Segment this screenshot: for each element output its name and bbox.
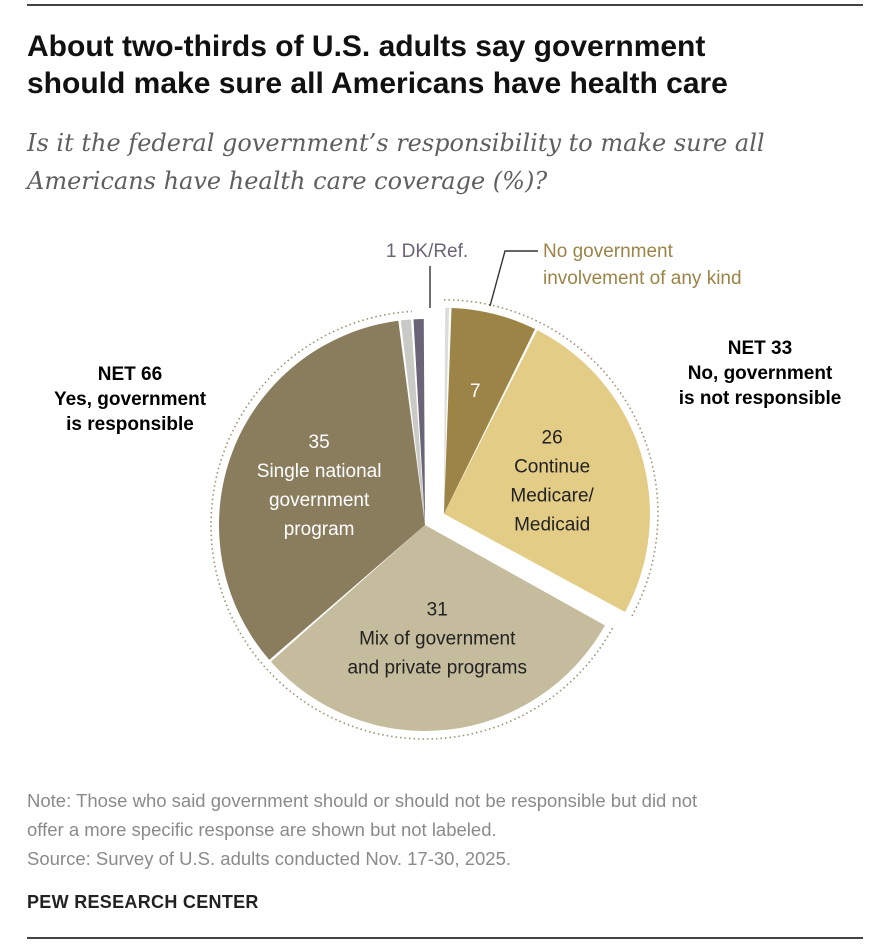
slice-label-mix: Mix of government [359, 629, 516, 650]
slice-value-mix: 31 [427, 600, 448, 621]
dk-ref-callout: 1 DK/Ref. [386, 241, 468, 262]
note-line-1: Note: Those who said government should o… [27, 790, 698, 811]
group-outlines [210, 299, 659, 740]
callouts: 1 DK/Ref. No government involvement of a… [386, 241, 742, 308]
subtitle-line-1: Is it the federal government’s responsib… [27, 129, 765, 157]
no-involvement-leader [489, 250, 538, 307]
title-line-2: should make sure all Americans have heal… [27, 67, 728, 100]
slice-label-single-program: program [284, 519, 355, 540]
slice-label-continue-medicare: Medicaid [514, 515, 590, 536]
chart-subtitle: Is it the federal government’s responsib… [27, 124, 857, 200]
net-no-label: NET 33 No, government is not responsible [660, 336, 860, 411]
slice-value-single-program: 35 [309, 432, 330, 453]
subtitle-line-2: Americans have health care coverage (%)? [27, 167, 548, 195]
title-line-1: About two-thirds of U.S. adults say gove… [27, 30, 706, 63]
pie-slice-single-program [219, 320, 425, 660]
net-no-outline [443, 299, 659, 618]
pie-slice-yes-unlabeled [400, 319, 425, 525]
pie-slice-dk-ref [413, 319, 425, 525]
pie-slice-continue-medicare [443, 330, 650, 613]
net-yes-outline [210, 310, 614, 740]
pie-slice-no-involvement [443, 307, 536, 514]
net-no-line-3: is not responsible [678, 388, 842, 409]
pie-slice-mix [270, 525, 605, 731]
pie-slice-no-unlabeled [443, 307, 450, 514]
slice-label-mix: and private programs [347, 658, 527, 679]
top-rule [27, 4, 863, 6]
pie-slices [219, 307, 650, 731]
slice-label-continue-medicare: Continue [514, 457, 590, 478]
brand-logo-text: PEW RESEARCH CENTER [27, 892, 259, 912]
slice-value-no-involvement: 7 [470, 381, 481, 402]
slice-label-single-program: Single national [257, 461, 382, 482]
pie-chart: 7 26 Continue Medicare/Medicaid 31 Mix of gov… [210, 241, 742, 740]
net-no-line-2: No, government [687, 363, 833, 384]
net-yes-label: NET 66 Yes, government is responsible [30, 362, 230, 437]
net-yes-value: NET 66 [97, 364, 163, 385]
bottom-rule [27, 937, 863, 939]
net-yes-line-2: Yes, government [53, 389, 207, 410]
no-involvement-callout-line-2: involvement of any kind [543, 268, 742, 289]
slice-label-continue-medicare: Medicare/ [510, 486, 594, 507]
net-yes-line-3: is responsible [66, 414, 194, 435]
source-line: Source: Survey of U.S. adults conducted … [27, 848, 512, 869]
no-involvement-callout-line-1: No government [543, 241, 674, 262]
chart-title: About two-thirds of U.S. adults say gove… [27, 28, 857, 102]
slice-label-single-program: government [269, 490, 370, 511]
slice-value-continue-medicare: 26 [542, 428, 563, 449]
net-no-value: NET 33 [727, 338, 793, 359]
note-line-2: offer a more specific response are shown… [27, 819, 497, 840]
slice-labels: 7 26 Continue Medicare/Medicaid 31 Mix of gov… [257, 381, 595, 679]
footer-note: Note: Those who said government should o… [27, 786, 867, 873]
